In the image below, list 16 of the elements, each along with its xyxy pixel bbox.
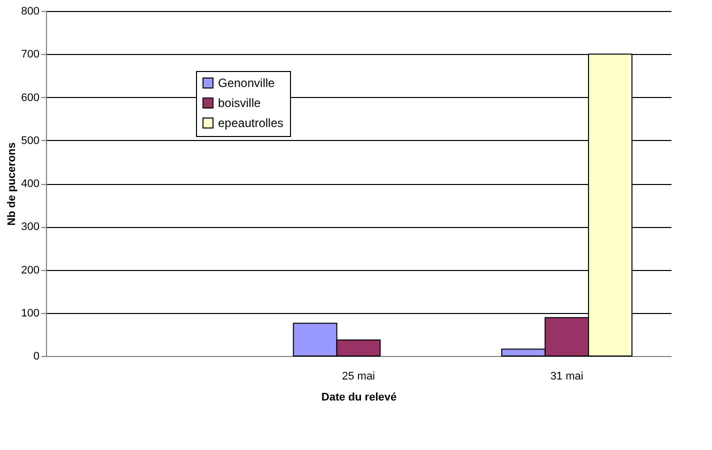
y-tick-label: 600 <box>21 92 40 104</box>
legend-label: boisville <box>218 96 262 110</box>
y-tick-label: 300 <box>21 221 40 234</box>
y-tick-label: 100 <box>21 307 40 320</box>
y-tick-label: 200 <box>21 264 40 276</box>
y-tick-label: 400 <box>21 178 40 190</box>
y-tick-label: 700 <box>21 48 40 61</box>
x-tick-label: 31 mai <box>550 370 584 382</box>
x-axis-title: Date du relevé <box>321 392 397 404</box>
y-axis-title: Nb de pucerons <box>6 142 18 226</box>
y-tick-label: 800 <box>21 6 40 18</box>
legend-label: Genonville <box>218 76 276 90</box>
x-tick-label: 25 mai <box>342 370 376 382</box>
legend-label: epeautrolles <box>218 116 284 130</box>
y-tick-label: 500 <box>21 134 40 147</box>
y-tick-label: 0 <box>33 350 40 362</box>
